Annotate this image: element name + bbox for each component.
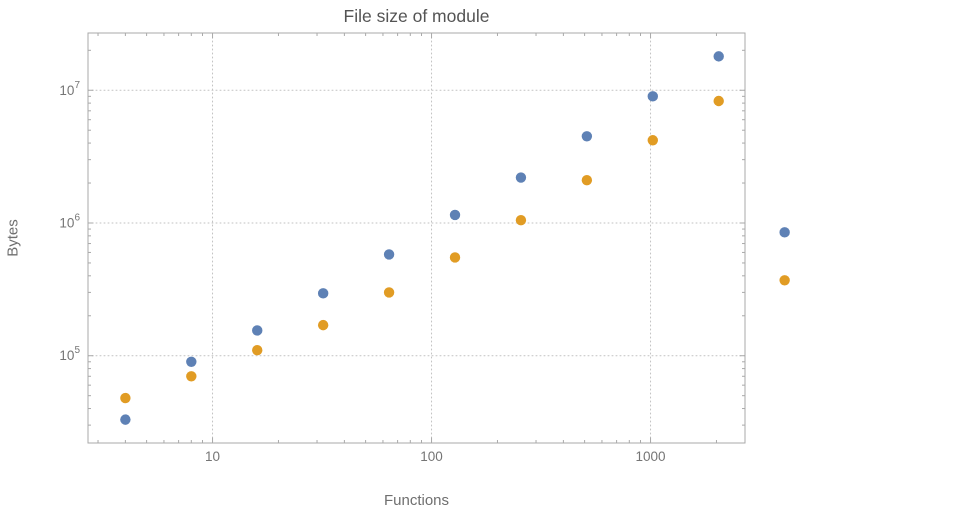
- data-point-orange: [647, 135, 658, 146]
- y-tick-label: 106: [59, 212, 80, 230]
- data-point-blue: [120, 414, 131, 425]
- data-point-orange: [252, 345, 263, 356]
- data-point-blue: [581, 131, 593, 142]
- series-orange-points: [120, 95, 790, 404]
- data-point-blue: [647, 91, 658, 102]
- y-axis-label: Bytes: [4, 219, 22, 257]
- data-point-blue: [449, 209, 461, 221]
- data-point-orange: [120, 392, 131, 404]
- data-point-orange: [186, 371, 197, 382]
- x-tick-label: 1000: [636, 449, 666, 464]
- data-point-orange: [779, 275, 790, 286]
- chart-title: File size of module: [343, 6, 490, 26]
- data-point-blue: [515, 172, 527, 183]
- data-point-orange: [317, 319, 329, 331]
- ticks: [88, 33, 745, 443]
- y-tick-label: 105: [59, 345, 80, 363]
- plot-frame: [87, 32, 746, 444]
- series-blue-points: [120, 51, 790, 425]
- data-point-orange: [383, 287, 395, 298]
- data-point-orange: [449, 252, 461, 263]
- gridlines: [87, 32, 746, 444]
- data-point-orange: [581, 175, 593, 186]
- data-point-orange: [515, 214, 527, 226]
- data-point-blue: [317, 288, 329, 299]
- y-tick-label: 107: [59, 80, 80, 98]
- data-point-blue: [252, 325, 263, 336]
- x-tick-label: 10: [205, 449, 220, 464]
- x-axis-label: Functions: [383, 492, 450, 509]
- x-tick-label: 100: [420, 449, 443, 464]
- data-point-orange: [713, 95, 724, 107]
- data-point-blue: [779, 227, 790, 238]
- data-point-blue: [713, 51, 724, 62]
- data-point-blue: [383, 249, 395, 260]
- data-point-blue: [186, 356, 197, 367]
